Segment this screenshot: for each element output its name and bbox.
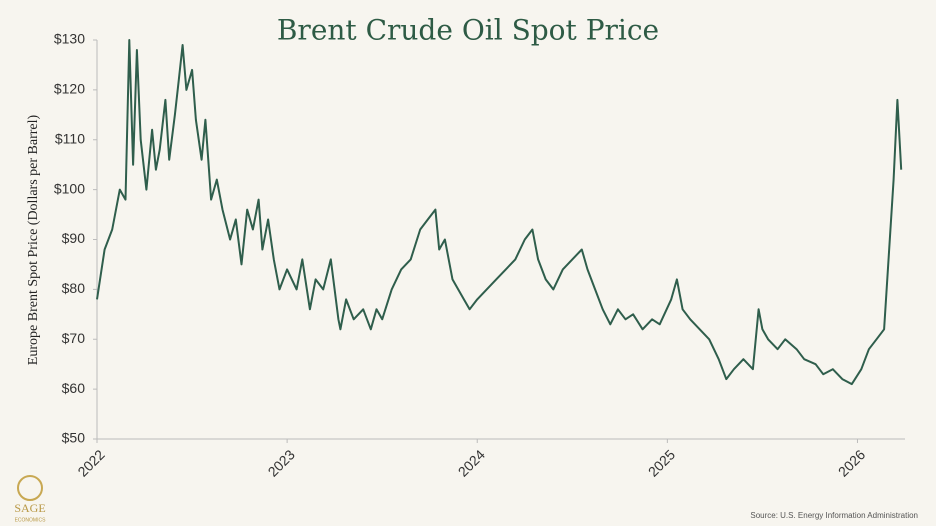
- source-note: Source: U.S. Energy Information Administ…: [750, 511, 918, 520]
- price-line: [96, 39, 903, 386]
- y-tick-label: $80: [62, 280, 86, 296]
- x-tick-label: 2026: [835, 446, 868, 479]
- y-tick-label: $120: [54, 81, 85, 97]
- y-axis-label: Europe Brent Spot Price (Dollars per Bar…: [26, 114, 41, 365]
- logo-icon: [17, 475, 43, 501]
- x-tick-label: 2023: [265, 446, 298, 479]
- chart-title: Brent Crude Oil Spot Price: [277, 14, 659, 47]
- logo-text: SAGE: [14, 501, 45, 515]
- y-tick-label: $90: [62, 230, 86, 246]
- y-tick-label: $60: [62, 380, 86, 396]
- y-tick-label: $70: [62, 330, 86, 346]
- y-tick-label: $50: [62, 430, 86, 446]
- y-tick-label: $110: [55, 130, 85, 146]
- y-tick-label: $100: [54, 180, 85, 196]
- logo-subtext: ECONOMICS: [15, 517, 47, 523]
- x-tick-label: 2025: [645, 446, 678, 479]
- x-tick-label: 2022: [74, 446, 107, 479]
- x-tick-label: 2024: [455, 446, 488, 479]
- y-tick-label: $130: [54, 31, 85, 47]
